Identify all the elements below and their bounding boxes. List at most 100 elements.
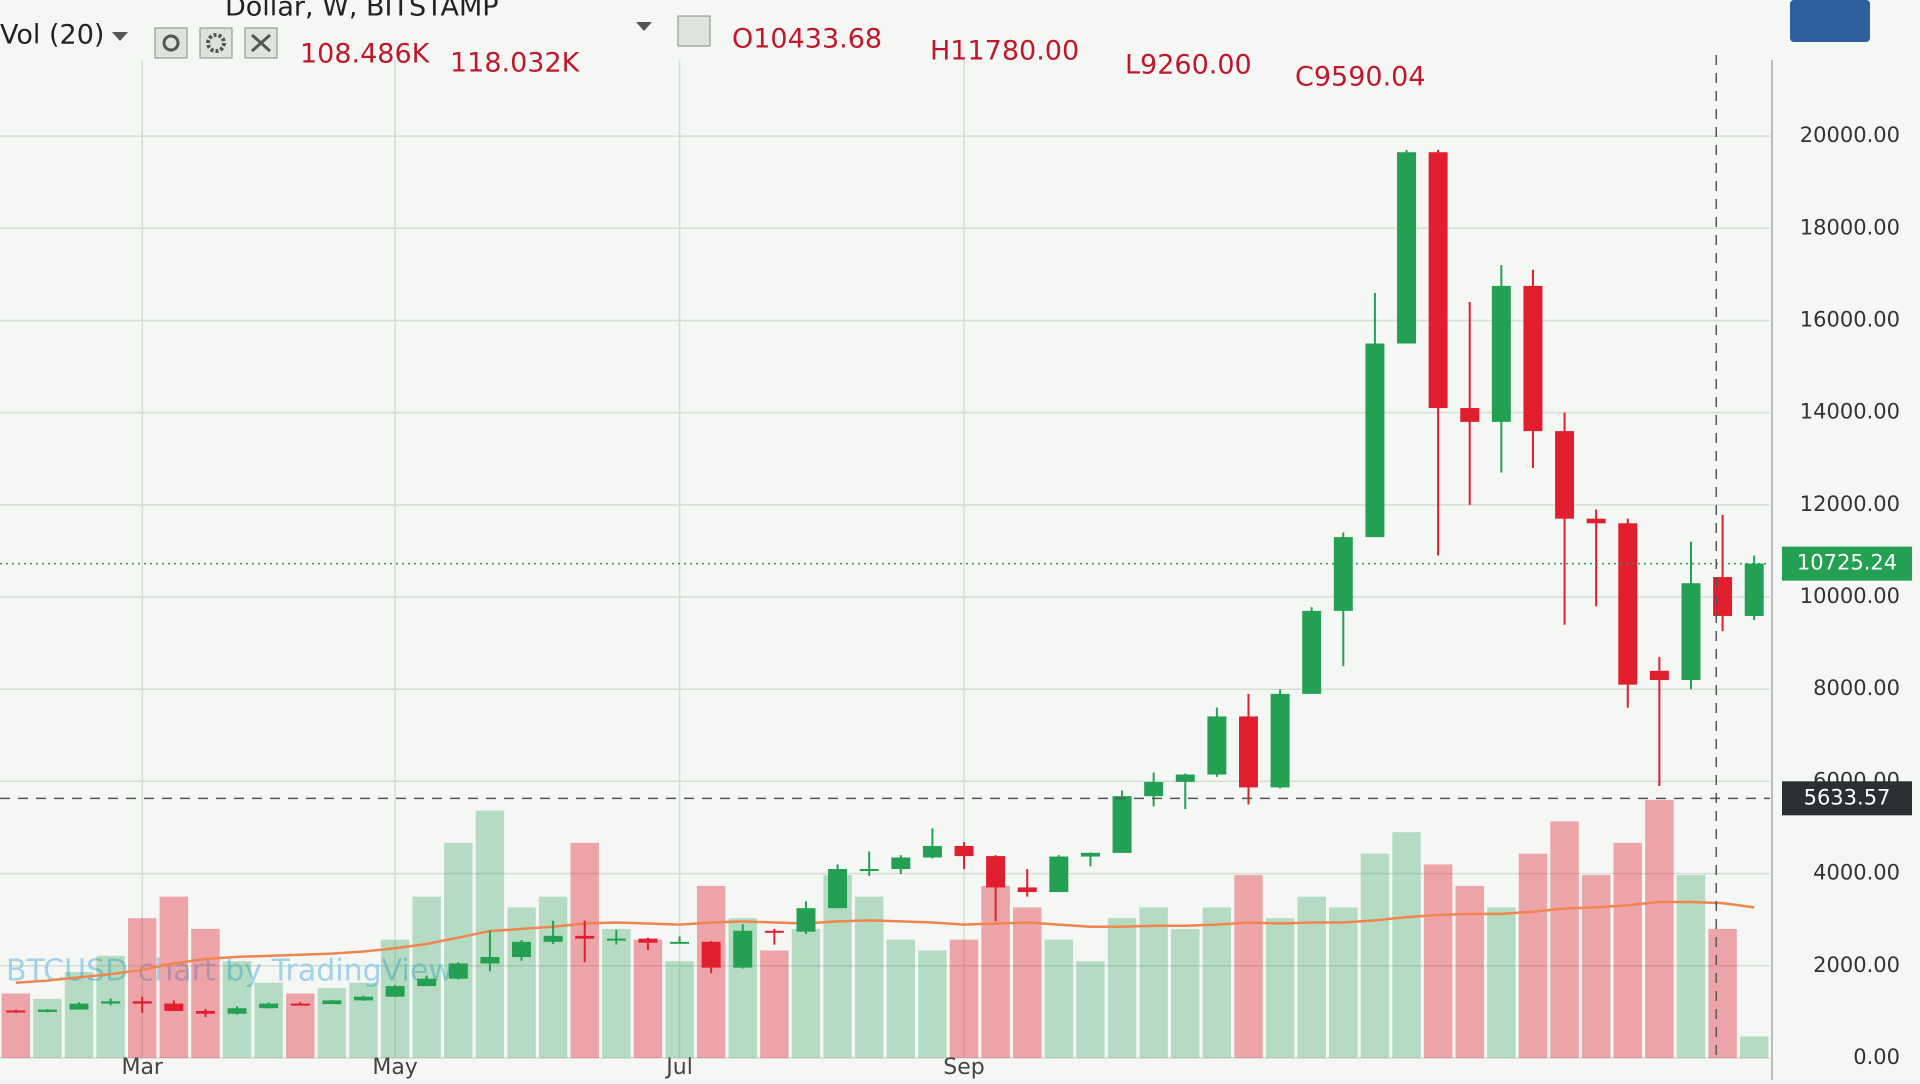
candle-body <box>606 938 626 941</box>
volume-bar <box>64 971 94 1058</box>
candle-body <box>6 1010 26 1013</box>
candle-body <box>1080 852 1100 857</box>
volume-bar <box>1 993 31 1058</box>
y-tick-label: 2000.00 <box>1813 953 1900 977</box>
candle-body <box>859 869 879 872</box>
eye-icon-glyph <box>162 34 180 52</box>
volume-bar <box>1297 896 1326 1058</box>
candle-body <box>101 1001 121 1004</box>
x-tick-label: Sep <box>943 1055 984 1080</box>
volume-bar <box>949 939 979 1058</box>
candle-body <box>828 869 848 909</box>
volume-indicator-label: Vol (20) <box>0 20 104 51</box>
volume-bar <box>918 950 947 1058</box>
eye-icon[interactable] <box>154 27 188 59</box>
volume-bar <box>602 928 631 1058</box>
candle-body <box>227 1008 247 1014</box>
volume-bar <box>1076 961 1105 1058</box>
settings-icon-glyph <box>206 33 226 53</box>
candle-body <box>1239 716 1258 788</box>
volume-bar <box>128 918 157 1058</box>
candle-body <box>1491 285 1511 422</box>
candle-body <box>796 908 816 932</box>
volume-ma-line <box>15 900 1755 984</box>
volume-bar <box>1234 875 1263 1058</box>
volume-bar <box>444 842 473 1058</box>
y-tick-label: 14000.00 <box>1800 400 1900 424</box>
volume-bar <box>1107 918 1137 1058</box>
volume-bar <box>159 896 189 1058</box>
indicator-icons <box>154 27 278 59</box>
volume-bar <box>254 982 283 1058</box>
candle-body <box>1049 856 1069 893</box>
volume-bar <box>760 950 789 1058</box>
candle-body <box>1302 610 1322 694</box>
candle-body <box>290 1003 310 1006</box>
candle-body <box>1744 563 1764 616</box>
volume-bar <box>1455 885 1484 1058</box>
volume-bar <box>791 928 821 1058</box>
last-price-tag <box>1782 546 1912 581</box>
candle-body <box>195 1010 215 1014</box>
volume-bar <box>380 939 410 1058</box>
last-price-label: 10725.24 <box>1797 551 1897 575</box>
y-tick-label: 4000.00 <box>1813 861 1900 885</box>
candle-body <box>733 930 753 968</box>
candle-body <box>1144 781 1164 797</box>
volume-bar <box>1044 939 1074 1058</box>
candle-body <box>1649 670 1669 681</box>
candle-body <box>1681 583 1701 681</box>
candle-body <box>37 1009 57 1012</box>
crosshair-price-label: 5633.57 <box>1804 785 1891 809</box>
candle-body <box>164 1003 184 1011</box>
candle-body <box>891 857 911 870</box>
candle-body <box>1523 285 1543 432</box>
volume-bar <box>1581 875 1611 1058</box>
volume-bar <box>349 982 378 1058</box>
candle-body <box>132 1001 152 1004</box>
y-tick-label: 0.00 <box>1853 1045 1900 1069</box>
volume-bar <box>317 988 347 1058</box>
candle-body <box>1270 693 1290 788</box>
volume-bar <box>665 961 694 1058</box>
candle-body <box>1365 343 1385 538</box>
dropdown-icon[interactable] <box>112 32 128 41</box>
y-tick-label: 18000.00 <box>1800 215 1900 239</box>
volume-bar <box>1392 832 1421 1058</box>
candle-body <box>1555 431 1575 519</box>
candle-body <box>954 845 974 857</box>
candle-body <box>1017 887 1037 893</box>
candle-body <box>385 986 405 997</box>
symbol-title[interactable]: Dollar, W, BITSTAMP <box>225 0 499 23</box>
candle-body <box>417 978 437 987</box>
volume-bar <box>1676 875 1706 1058</box>
candle-body <box>322 1000 342 1005</box>
snapshot-button[interactable] <box>1790 0 1870 42</box>
ohlc-close: C9590.04 <box>1295 62 1426 93</box>
ohlc-high: H11780.00 <box>930 36 1079 67</box>
volume-value: 108.486K <box>300 39 431 70</box>
volume-bar <box>1423 864 1453 1058</box>
candle-body <box>543 935 563 942</box>
candle-body <box>1586 518 1606 524</box>
candle-body <box>575 935 595 939</box>
volume-bar <box>1708 928 1737 1058</box>
settings-icon[interactable] <box>199 27 233 59</box>
volume-bar <box>1202 907 1232 1058</box>
candle-body <box>670 941 690 944</box>
candle-body <box>1713 577 1733 616</box>
volume-bar <box>1550 821 1579 1058</box>
volume-bar <box>1739 1036 1769 1058</box>
x-tick-label: Mar <box>121 1055 163 1080</box>
symbol-eye-icon[interactable] <box>677 15 711 47</box>
candle-body <box>1618 523 1638 685</box>
candle-body <box>1460 408 1480 422</box>
symbol-dropdown-icon[interactable] <box>636 22 652 31</box>
candle-body <box>1333 537 1353 611</box>
candle-body <box>512 941 531 958</box>
volume-bar <box>1265 918 1295 1058</box>
volume-bar <box>33 998 62 1058</box>
candle-body <box>1397 152 1416 344</box>
